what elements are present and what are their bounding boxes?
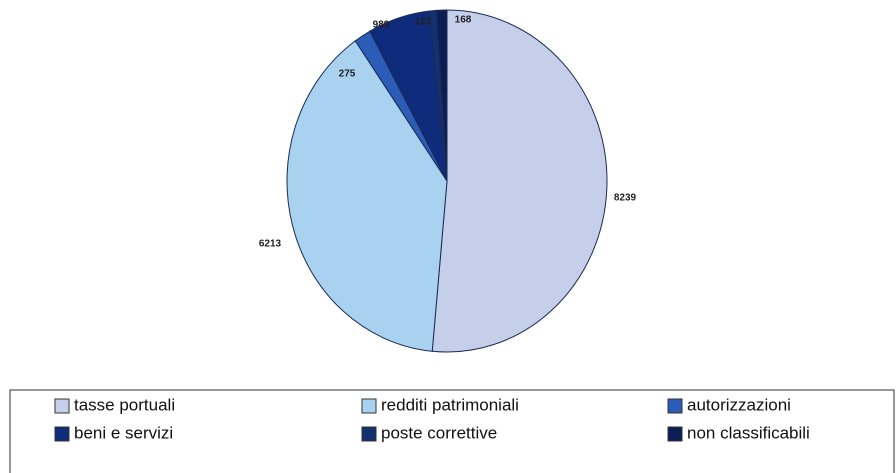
legend-swatch bbox=[361, 398, 377, 414]
legend-label: tasse portuali bbox=[74, 395, 175, 414]
legend-label: non classificabili bbox=[687, 423, 810, 442]
legend-swatch bbox=[667, 426, 683, 442]
pie-slice bbox=[431, 9, 608, 353]
data-label: 989 bbox=[373, 20, 390, 31]
data-label: 8239 bbox=[614, 193, 637, 204]
data-label: 6213 bbox=[259, 239, 282, 250]
legend-box bbox=[9, 389, 895, 473]
data-label: 275 bbox=[339, 69, 356, 80]
data-label: 168 bbox=[455, 15, 472, 26]
legend-swatch bbox=[361, 426, 377, 442]
pie-slice bbox=[286, 40, 448, 352]
legend-label: poste correttive bbox=[381, 423, 497, 442]
legend-label: autorizzazioni bbox=[687, 395, 791, 414]
legend-label: redditi patrimoniali bbox=[381, 395, 519, 414]
data-label: 123 bbox=[415, 17, 432, 28]
pie-slice bbox=[435, 9, 448, 182]
legend-label: beni e servizi bbox=[74, 423, 173, 442]
legend-swatch bbox=[54, 426, 70, 442]
legend-swatch bbox=[667, 398, 683, 414]
legend-swatch bbox=[54, 398, 70, 414]
